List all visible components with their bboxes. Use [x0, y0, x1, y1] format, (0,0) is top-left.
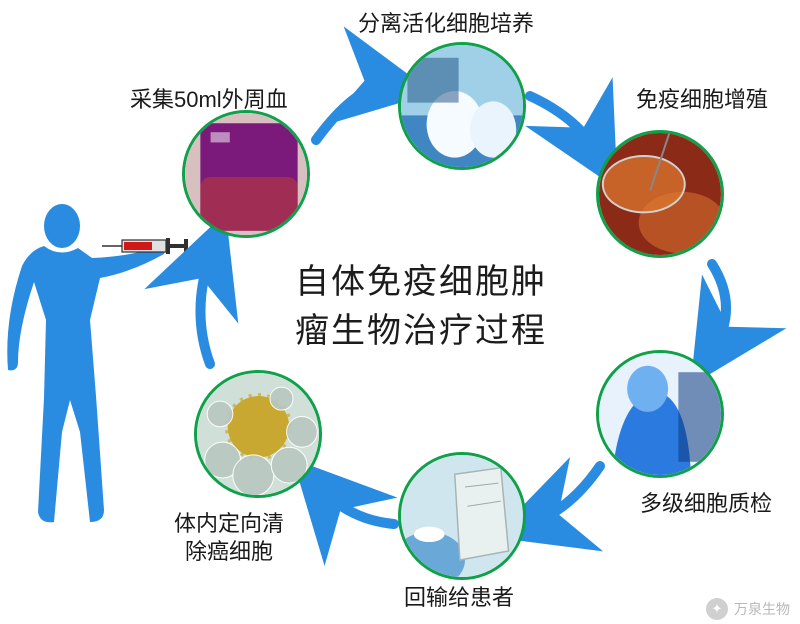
process-node-n5: [398, 452, 526, 580]
node-label-n2: 分离活化细胞培养: [358, 10, 534, 38]
node-label-n1: 采集50ml外周血: [130, 86, 288, 114]
center-title: 自体免疫细胞肿 瘤生物治疗过程: [295, 258, 547, 357]
watermark-text: 万泉生物: [734, 599, 790, 619]
wechat-icon: ✦: [706, 598, 728, 620]
process-node-n1: [182, 110, 310, 238]
process-node-n4: [596, 350, 724, 478]
syringe-icon: [100, 234, 190, 263]
node-label-n5: 回输给患者: [404, 584, 514, 612]
node-label-n4: 多级细胞质检: [640, 490, 772, 518]
node-label-n6: 体内定向清 除癌细胞: [174, 510, 284, 565]
node-label-n3: 免疫细胞增殖: [636, 86, 768, 114]
process-node-n3: [596, 130, 724, 258]
watermark: ✦ 万泉生物: [706, 598, 790, 620]
process-node-n6: [194, 370, 322, 498]
process-node-n2: [398, 42, 526, 170]
